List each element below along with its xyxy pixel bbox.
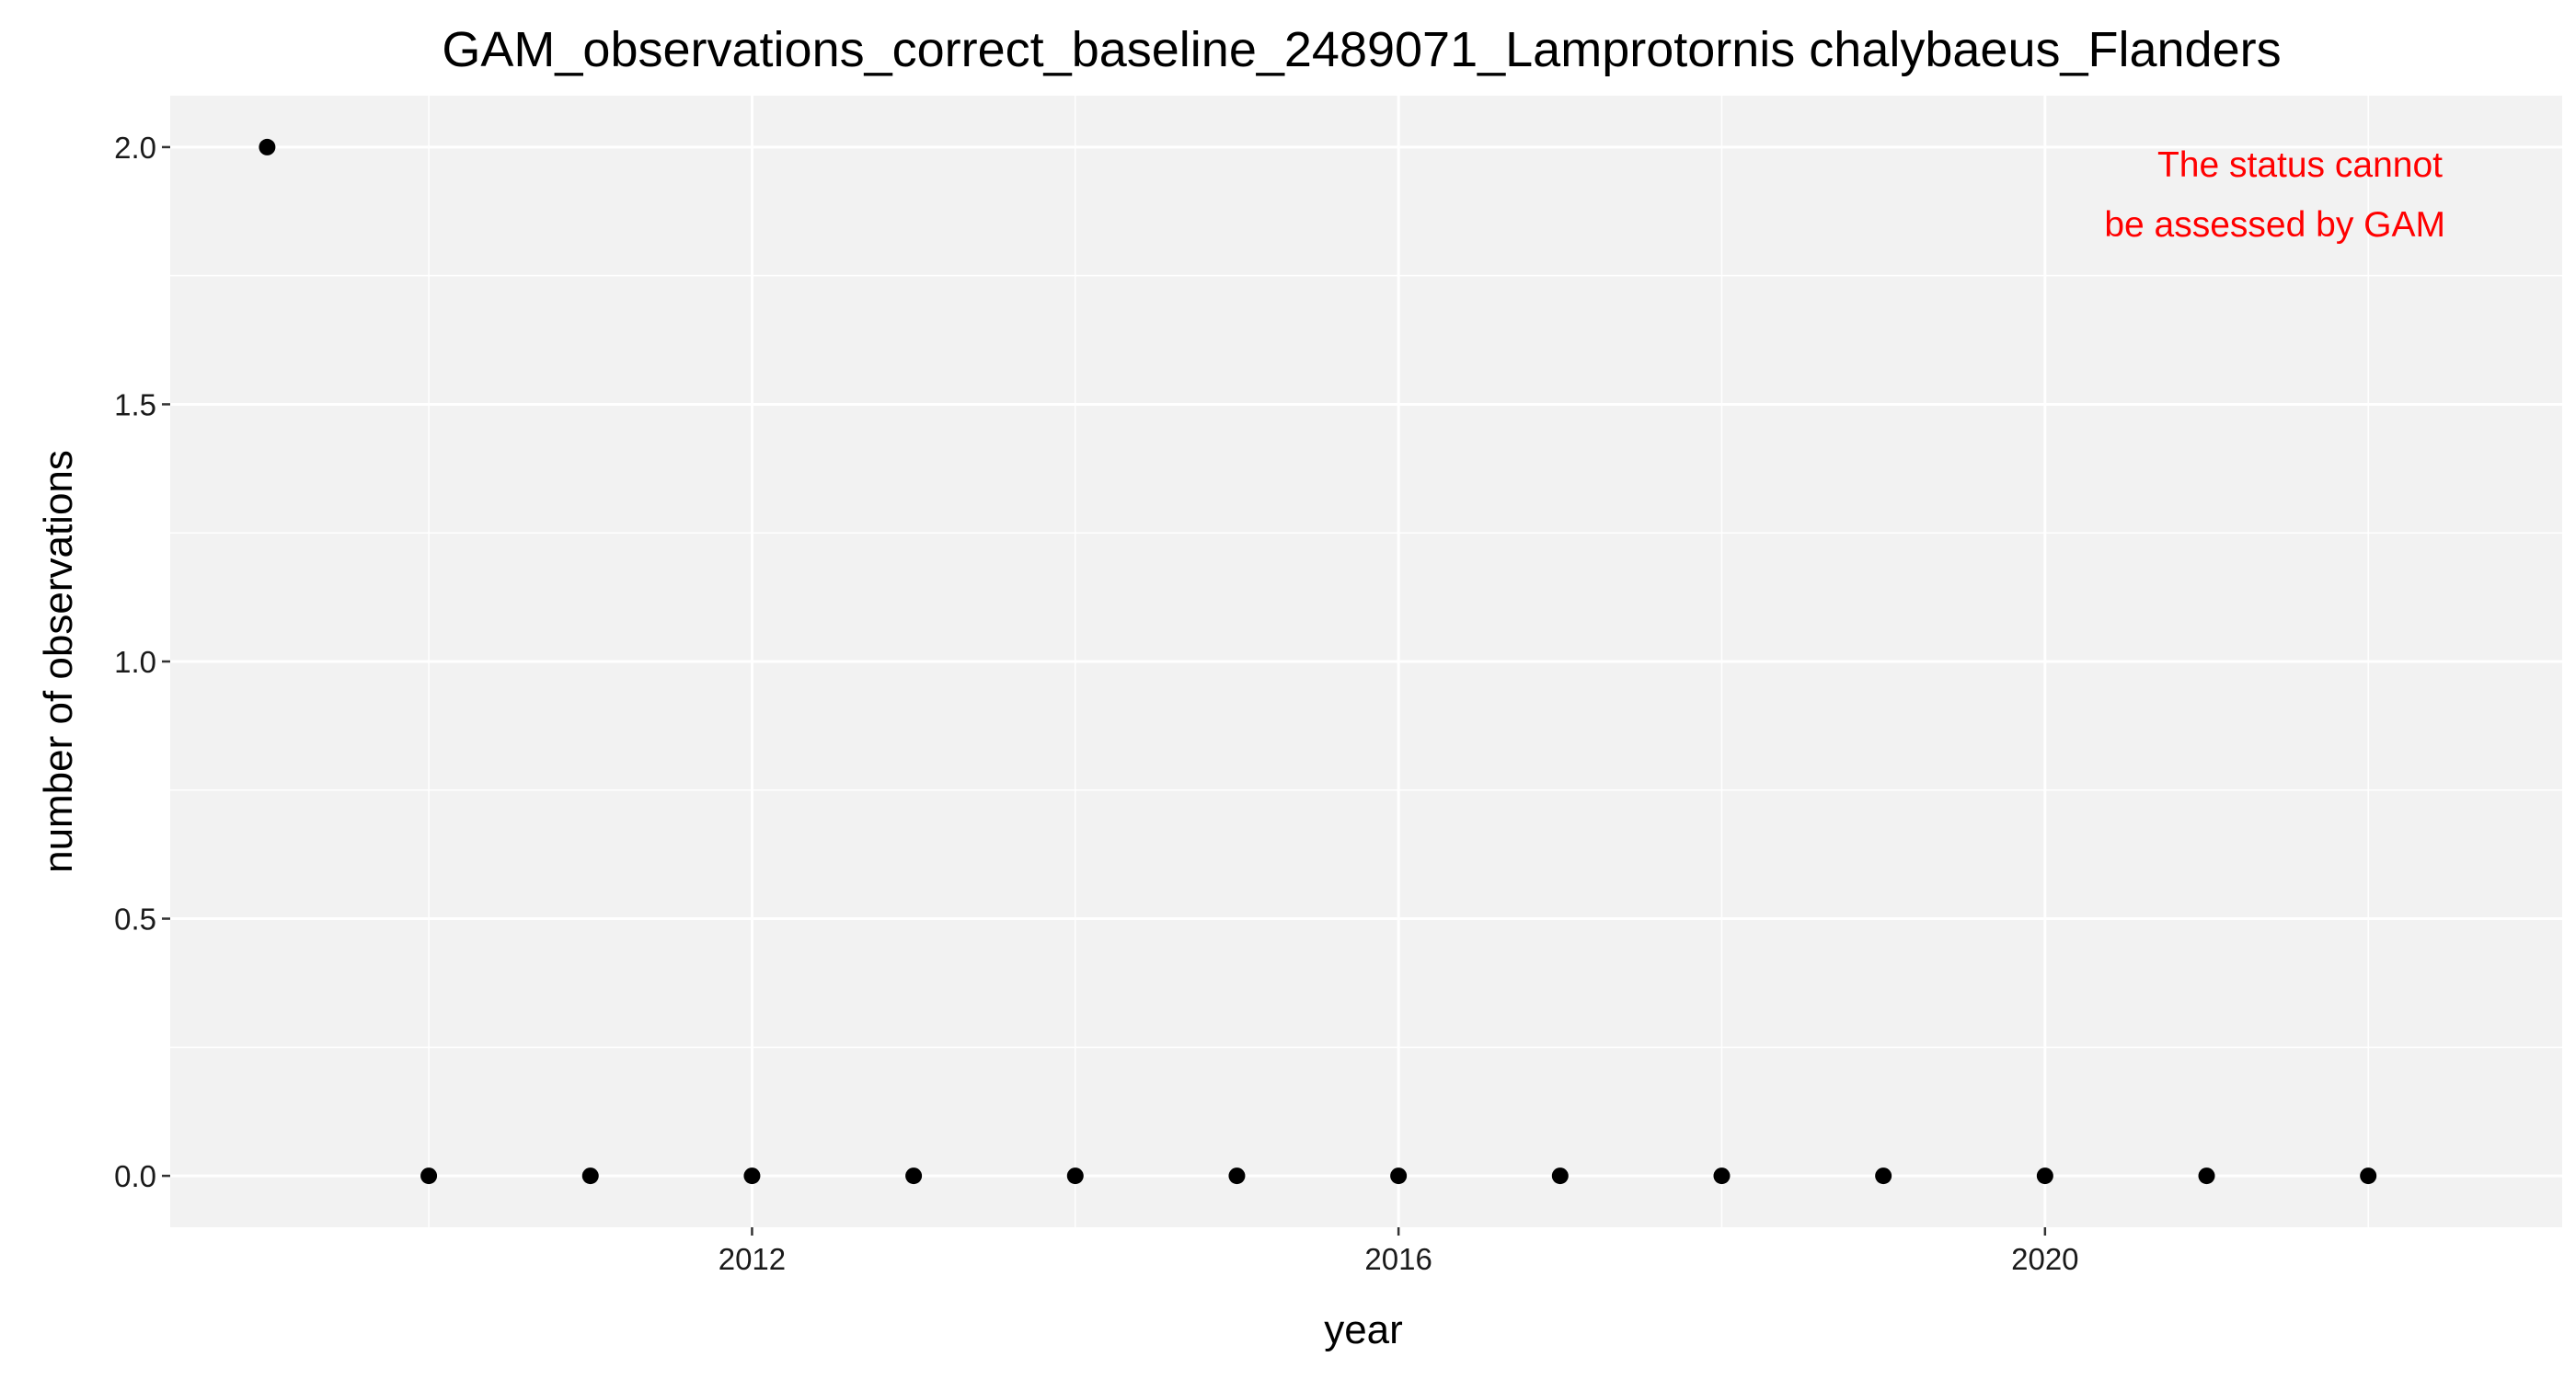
data-points <box>259 138 2377 1185</box>
data-point <box>1066 1167 1084 1185</box>
data-point <box>259 138 276 155</box>
y-tick-label: 1.5 <box>114 387 156 421</box>
data-point <box>2198 1167 2215 1185</box>
data-point <box>2036 1167 2053 1185</box>
data-point <box>1713 1167 1731 1185</box>
x-axis-title: year <box>1324 1307 1403 1352</box>
y-axis-title: number of observations <box>36 450 81 873</box>
data-point <box>905 1167 923 1185</box>
data-point <box>743 1167 761 1185</box>
y-axis: 0.0 0.5 1.0 1.5 2.0 <box>114 131 170 1193</box>
annotation-line-2: be assessed by GAM <box>2104 205 2445 245</box>
major-gridlines <box>170 96 2562 1227</box>
data-point <box>1390 1167 1408 1185</box>
x-tick-label: 2016 <box>1364 1242 1432 1276</box>
x-axis: 2012 2016 2020 <box>719 1227 2079 1276</box>
x-tick-label: 2020 <box>2011 1242 2078 1276</box>
data-point <box>1228 1167 1246 1185</box>
data-point <box>581 1167 599 1185</box>
data-point <box>420 1167 438 1185</box>
x-tick-label: 2012 <box>719 1242 786 1276</box>
y-tick-label: 2.0 <box>114 131 156 165</box>
y-tick-label: 1.0 <box>114 645 156 679</box>
annotation-line-1: The status cannot <box>2157 145 2443 185</box>
data-point <box>2360 1167 2377 1185</box>
y-tick-label: 0.0 <box>114 1159 156 1193</box>
y-tick-label: 0.5 <box>114 903 156 937</box>
minor-gridlines <box>170 96 2562 1227</box>
data-point <box>1551 1167 1569 1185</box>
data-point <box>1875 1167 1892 1185</box>
chart-title: GAM_observations_correct_baseline_248907… <box>442 22 2281 77</box>
